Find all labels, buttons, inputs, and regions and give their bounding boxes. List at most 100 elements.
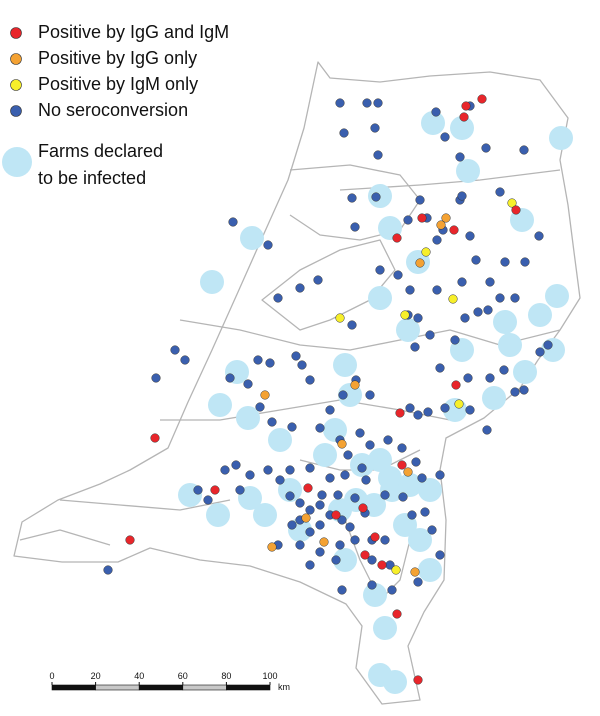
- farm-marker: [403, 215, 413, 225]
- farm-marker: [347, 193, 357, 203]
- infected-farm-area: [396, 318, 420, 342]
- farm-marker: [465, 405, 475, 415]
- farm-marker: [420, 507, 430, 517]
- farm-marker: [519, 385, 529, 395]
- farm-marker: [345, 522, 355, 532]
- legend-swatch: [10, 79, 22, 91]
- infected-farm-area: [549, 126, 573, 150]
- farm-marker: [305, 560, 315, 570]
- scale-segment: [51, 684, 96, 691]
- farm-marker: [370, 123, 380, 133]
- farm-marker: [315, 500, 325, 510]
- infected-farm-area: [493, 310, 517, 334]
- infected-farm-area: [333, 353, 357, 377]
- scale-segment: [138, 684, 184, 691]
- farm-marker: [473, 307, 483, 317]
- farm-marker: [235, 485, 245, 495]
- farm-marker: [371, 192, 381, 202]
- farm-marker: [398, 492, 408, 502]
- farm-marker: [253, 355, 263, 365]
- farm-marker: [343, 450, 353, 460]
- farm-marker: [220, 465, 230, 475]
- farm-marker: [297, 360, 307, 370]
- farm-marker: [415, 258, 425, 268]
- farm-marker: [267, 542, 277, 552]
- farm-marker: [210, 485, 220, 495]
- farm-marker: [305, 505, 315, 515]
- infected-farm-area: [456, 159, 480, 183]
- farm-marker: [285, 491, 295, 501]
- farm-marker: [355, 428, 365, 438]
- scale-label: 20: [91, 671, 101, 681]
- farm-marker: [303, 483, 313, 493]
- farm-marker: [485, 277, 495, 287]
- infected-farm-area: [383, 670, 407, 694]
- farm-marker: [365, 390, 375, 400]
- farm-marker: [231, 460, 241, 470]
- farm-marker: [471, 255, 481, 265]
- farm-marker: [180, 355, 190, 365]
- farm-marker: [543, 340, 553, 350]
- infected-farm-area: [206, 503, 230, 527]
- infected-farm-area: [240, 226, 264, 250]
- legend-swatch: [10, 27, 22, 39]
- farm-marker: [441, 213, 451, 223]
- farm-marker: [403, 467, 413, 477]
- farm-marker: [395, 408, 405, 418]
- farm-marker: [415, 195, 425, 205]
- farm-marker: [440, 132, 450, 142]
- farm-marker: [477, 94, 487, 104]
- farm-marker: [255, 402, 265, 412]
- farm-marker: [325, 405, 335, 415]
- farm-marker: [481, 143, 491, 153]
- farm-marker: [423, 407, 433, 417]
- farm-marker: [510, 293, 520, 303]
- farm-marker: [333, 490, 343, 500]
- legend-label: No seroconversion: [38, 100, 188, 120]
- farm-marker: [455, 152, 465, 162]
- farm-marker: [260, 390, 270, 400]
- farm-marker: [295, 540, 305, 550]
- farm-marker: [448, 294, 458, 304]
- scale-segment: [182, 684, 227, 691]
- farm-marker: [534, 231, 544, 241]
- farm-marker: [275, 475, 285, 485]
- farm-marker: [295, 283, 305, 293]
- farm-marker: [193, 485, 203, 495]
- infected-farm-area: [450, 116, 474, 140]
- legend-label: Farms declared: [38, 141, 163, 161]
- farm-marker: [510, 387, 520, 397]
- farm-marker: [263, 465, 273, 475]
- farm-marker: [357, 463, 367, 473]
- farm-marker: [461, 101, 471, 111]
- legend-label: Positive by IgM only: [38, 74, 198, 94]
- farm-marker: [317, 490, 327, 500]
- infected-farm-area: [421, 111, 445, 135]
- farm-marker: [339, 128, 349, 138]
- farm-marker: [511, 205, 521, 215]
- farm-marker: [457, 191, 467, 201]
- farm-marker: [454, 399, 464, 409]
- farm-marker: [370, 532, 380, 542]
- farm-marker: [305, 375, 315, 385]
- farm-marker: [435, 470, 445, 480]
- farm-marker: [170, 345, 180, 355]
- farm-marker: [267, 417, 277, 427]
- farm-marker: [427, 525, 437, 535]
- legend-swatch: [10, 53, 22, 65]
- farm-marker: [301, 513, 311, 523]
- farm-marker: [315, 423, 325, 433]
- farm-marker: [287, 520, 297, 530]
- farm-marker: [265, 358, 275, 368]
- scale-segment: [95, 684, 140, 691]
- infected-farm-area: [408, 528, 432, 552]
- infected-farm-area: [208, 393, 232, 417]
- farm-marker: [391, 565, 401, 575]
- farm-marker: [459, 112, 469, 122]
- farm-marker: [335, 540, 345, 550]
- farm-marker: [375, 265, 385, 275]
- scale-unit: km: [278, 682, 290, 692]
- infected-farm-area: [513, 360, 537, 384]
